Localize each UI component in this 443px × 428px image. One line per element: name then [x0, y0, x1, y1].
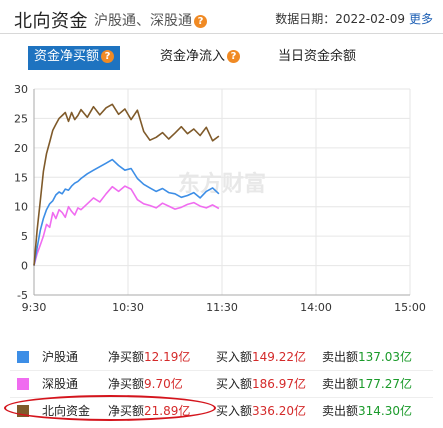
legend-row-sgt[interactable]: 深股通 净买额9.70亿 买入额186.97亿 卖出额177.27亿 — [0, 371, 443, 397]
subtitle-text: 沪股通、深股通 — [94, 13, 192, 29]
legend-sell: 卖出额314.30亿 — [322, 398, 412, 424]
y-tick-label: 15 — [14, 171, 28, 184]
date-value: 2022-02-09 — [335, 12, 405, 26]
series-line-north — [33, 103, 220, 266]
buy-value: 149.22亿 — [252, 350, 307, 364]
tab-daily-balance-label: 当日资金余额 — [278, 49, 357, 64]
net-label: 净买额 — [108, 377, 145, 391]
x-tick-label: 14:00 — [300, 301, 332, 314]
legend-net: 净买额9.70亿 — [108, 371, 183, 397]
legend-buy: 买入额336.20亿 — [216, 398, 306, 424]
buy-label: 买入额 — [216, 404, 253, 418]
sell-label: 卖出额 — [322, 350, 359, 364]
legend-name: 深股通 — [42, 377, 79, 391]
buy-value: 336.20亿 — [252, 404, 307, 418]
page-title: 北向资金 — [14, 11, 88, 32]
header-bar: 北向资金 沪股通、深股通? 数据日期：2022-02-09 更多 — [0, 0, 443, 34]
x-tick-label: 11:30 — [206, 301, 238, 314]
help-icon[interactable]: ? — [101, 50, 115, 63]
y-tick-label: 5 — [21, 230, 28, 243]
x-tick-label: 9:30 — [22, 301, 47, 314]
help-icon[interactable]: ? — [194, 15, 207, 28]
legend-buy: 买入额186.97亿 — [216, 371, 306, 397]
x-tick-label: 15:00 — [394, 301, 426, 314]
tab-net-inflow[interactable]: 资金净流入? — [154, 46, 246, 68]
y-tick-label: 30 — [14, 83, 28, 96]
help-icon[interactable]: ? — [227, 50, 241, 63]
sell-value: 314.30亿 — [358, 404, 413, 418]
sell-value: 137.03亿 — [358, 350, 413, 364]
y-tick-label: 20 — [14, 142, 28, 155]
y-tick-label: -5 — [17, 289, 28, 302]
page-subtitle: 沪股通、深股通? — [94, 10, 207, 30]
series-line-sgt — [33, 185, 220, 266]
data-date: 数据日期：2022-02-09 更多 — [275, 10, 433, 27]
more-link[interactable]: 更多 — [408, 12, 433, 26]
legend-sell: 卖出额177.27亿 — [322, 371, 412, 397]
sell-label: 卖出额 — [322, 377, 359, 391]
sell-label: 卖出额 — [322, 404, 359, 418]
legend-divider — [10, 397, 433, 398]
active-tab-underline — [28, 68, 120, 70]
legend-name: 沪股通 — [42, 350, 79, 364]
y-tick-label: 25 — [14, 112, 28, 125]
buy-label: 买入额 — [216, 377, 253, 391]
y-tick-label: 0 — [21, 260, 28, 273]
net-label: 净买额 — [108, 350, 145, 364]
sell-value: 177.27亿 — [358, 377, 413, 391]
x-tick-label: 10:30 — [112, 301, 144, 314]
series-line-hgt — [33, 158, 220, 266]
date-label: 数据日期： — [275, 12, 336, 26]
legend-buy: 买入额149.22亿 — [216, 344, 306, 370]
y-tick-label: 10 — [14, 201, 28, 214]
buy-label: 买入额 — [216, 350, 253, 364]
legend-swatch-sgt — [17, 378, 29, 390]
legend-sell: 卖出额137.03亿 — [322, 344, 412, 370]
legend-net: 净买额12.19亿 — [108, 344, 190, 370]
legend-row-hgt[interactable]: 沪股通 净买额12.19亿 买入额149.22亿 卖出额137.03亿 — [0, 344, 443, 370]
tab-net-inflow-label: 资金净流入 — [160, 49, 226, 64]
highlight-circle-annotation — [4, 395, 216, 421]
legend-swatch-hgt — [17, 351, 29, 363]
tab-net-buy[interactable]: 资金净买额? — [28, 46, 121, 68]
net-value: 9.70亿 — [144, 377, 183, 391]
tab-bar: 资金净买额? 资金净流入? 当日资金余额 — [28, 46, 438, 68]
legend-divider — [10, 370, 433, 371]
tab-daily-balance[interactable]: 当日资金余额 — [272, 46, 362, 68]
buy-value: 186.97亿 — [252, 377, 307, 391]
tab-net-buy-label: 资金净买额 — [34, 49, 100, 64]
net-value: 12.19亿 — [144, 350, 191, 364]
